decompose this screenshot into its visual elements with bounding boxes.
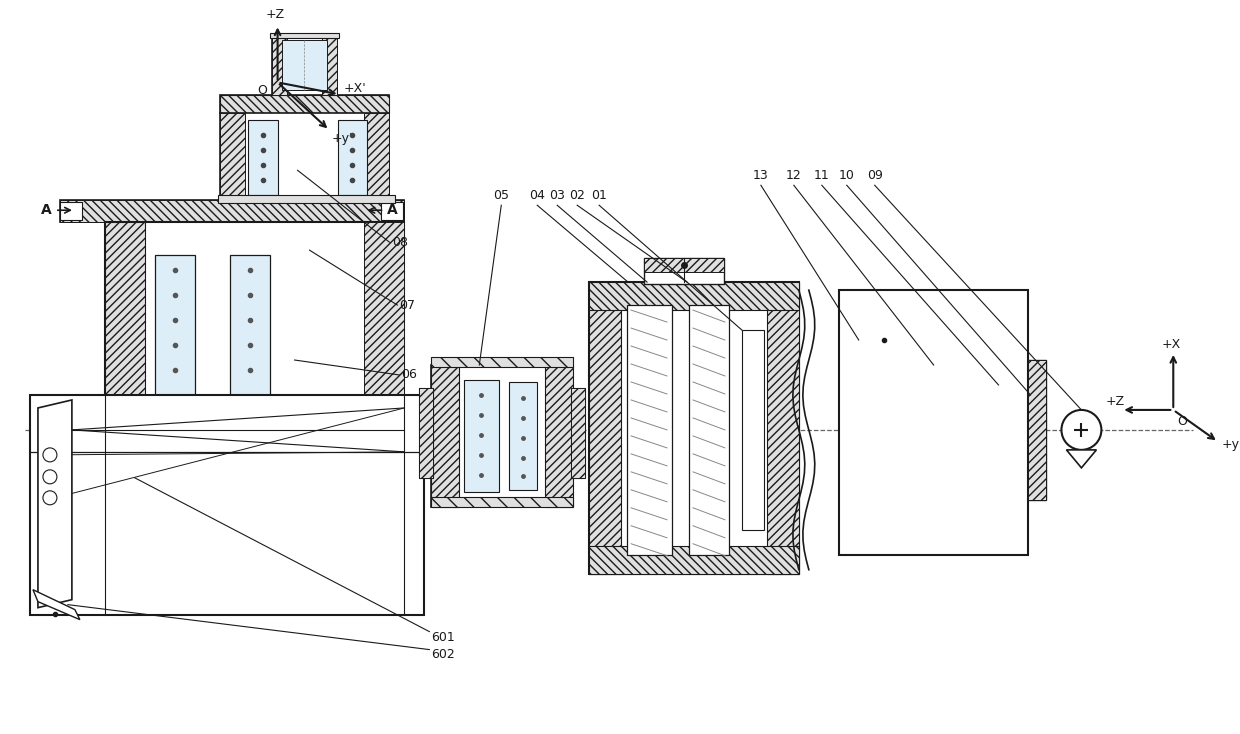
Text: O: O (1177, 415, 1187, 429)
Text: 04: 04 (529, 189, 546, 202)
Bar (60, 200, 404, 222)
Text: +X: +X (1162, 338, 1180, 351)
Bar (155, 255, 195, 400)
Bar (432, 497, 573, 506)
Bar (105, 430, 404, 452)
Text: +y': +y' (331, 132, 353, 145)
Bar (589, 282, 799, 574)
Bar (105, 222, 145, 432)
Text: O: O (258, 84, 268, 97)
Bar (365, 430, 404, 452)
Circle shape (1061, 410, 1101, 450)
Text: A: A (387, 203, 398, 217)
Bar (105, 430, 404, 452)
Bar (546, 365, 573, 506)
Text: 11: 11 (813, 169, 830, 182)
Text: 10: 10 (838, 169, 854, 182)
Bar (766, 282, 799, 574)
Bar (572, 388, 585, 478)
Bar (644, 258, 724, 272)
Bar (60, 203, 82, 220)
Bar (218, 195, 396, 203)
Text: 602: 602 (432, 648, 455, 661)
Circle shape (43, 470, 57, 484)
Bar (432, 365, 573, 506)
Text: 01: 01 (591, 189, 608, 202)
Bar (419, 388, 433, 478)
Text: +Z: +Z (1105, 396, 1125, 408)
Bar (589, 546, 799, 574)
Text: A: A (41, 203, 52, 217)
Text: 06: 06 (402, 368, 418, 382)
Circle shape (43, 448, 57, 462)
Bar (321, 35, 336, 95)
Bar (219, 95, 389, 113)
Text: 12: 12 (786, 169, 802, 182)
Bar (365, 222, 404, 432)
Text: 601: 601 (432, 631, 455, 644)
Polygon shape (33, 589, 79, 619)
Circle shape (43, 491, 57, 505)
Bar (365, 113, 389, 203)
Bar (627, 305, 672, 555)
Bar (219, 95, 389, 113)
Text: 07: 07 (399, 299, 415, 312)
Bar (1028, 360, 1047, 500)
Polygon shape (38, 400, 72, 608)
Polygon shape (1066, 450, 1096, 468)
Bar (272, 35, 336, 95)
Bar (510, 382, 537, 490)
Bar (742, 330, 764, 530)
Bar (432, 357, 573, 367)
Text: 02: 02 (569, 189, 585, 202)
Bar (105, 430, 145, 452)
Bar (432, 365, 459, 506)
Bar (838, 290, 1028, 555)
Text: 05: 05 (494, 189, 510, 202)
Bar (572, 388, 585, 478)
Bar (281, 40, 326, 90)
Bar (382, 203, 403, 220)
Bar (589, 282, 621, 574)
Bar (689, 305, 729, 555)
Text: +X': +X' (343, 82, 366, 95)
Bar (589, 282, 799, 310)
Bar (272, 35, 286, 95)
Bar (60, 200, 404, 222)
Bar (105, 222, 404, 432)
Bar (337, 120, 367, 195)
Bar (1028, 360, 1047, 500)
Bar (464, 380, 500, 492)
Bar (644, 258, 724, 284)
Bar (419, 388, 433, 478)
Bar (219, 113, 244, 203)
Text: 13: 13 (753, 169, 769, 182)
Bar (30, 395, 424, 614)
Bar (248, 120, 278, 195)
Text: +y: +y (1221, 438, 1239, 451)
Bar (269, 34, 339, 38)
Text: 03: 03 (549, 189, 565, 202)
Text: 08: 08 (392, 236, 408, 249)
Bar (219, 113, 389, 203)
Text: +Z: +Z (267, 8, 285, 21)
Bar (229, 255, 269, 400)
Text: 09: 09 (867, 169, 883, 182)
